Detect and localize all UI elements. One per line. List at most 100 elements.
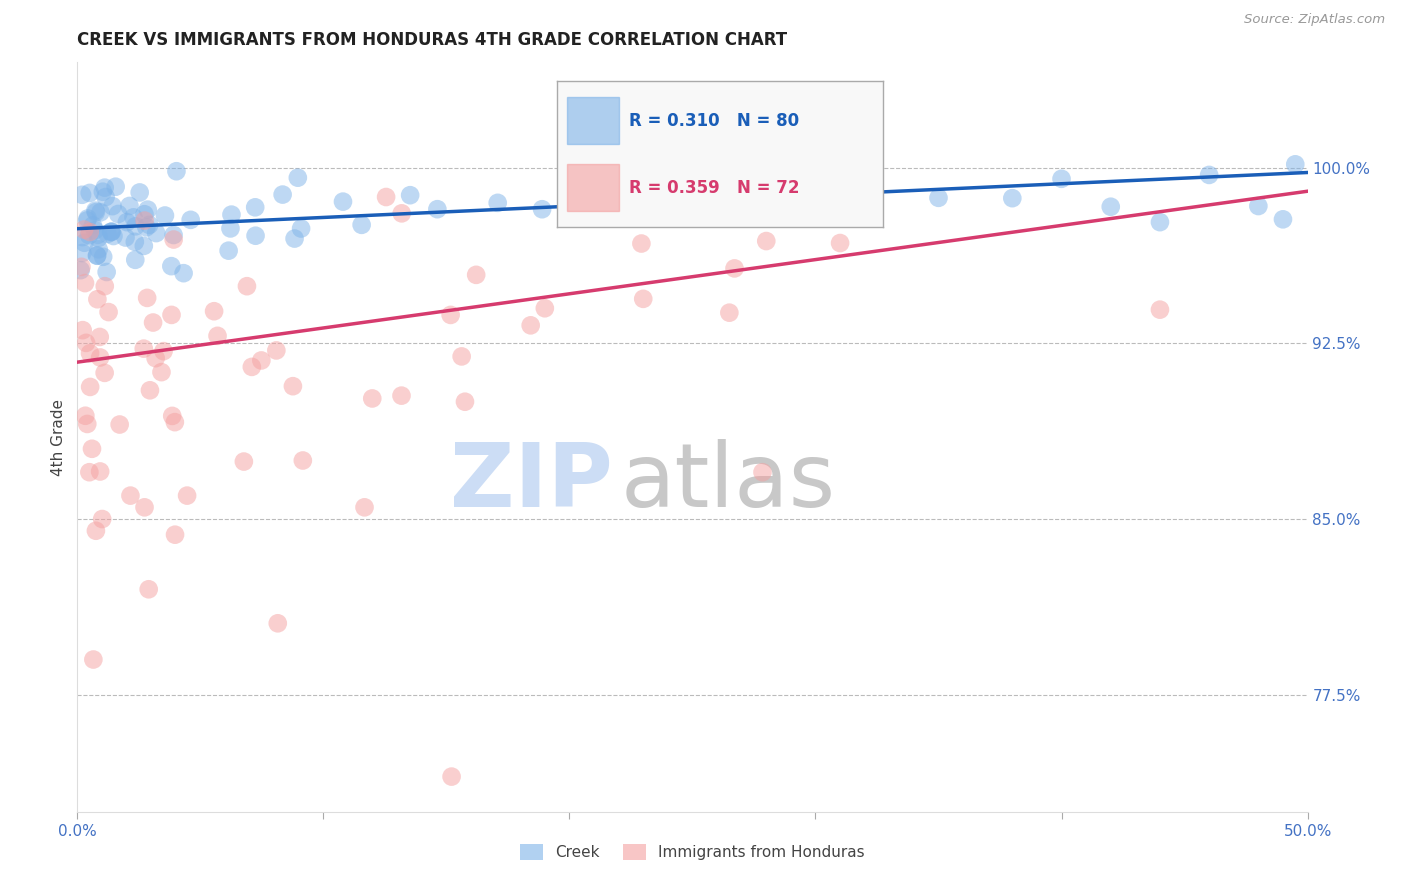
Point <box>101 225 124 239</box>
Point <box>103 229 125 244</box>
Point <box>76 213 98 227</box>
Point <box>290 221 312 235</box>
Point <box>353 500 375 515</box>
Point <box>661 186 683 200</box>
Point <box>830 235 852 250</box>
Point <box>271 187 294 202</box>
Point <box>350 218 373 232</box>
Point <box>104 179 127 194</box>
Point <box>136 202 159 217</box>
Legend: Creek, Immigrants from Honduras: Creek, Immigrants from Honduras <box>513 837 872 868</box>
Point <box>153 209 176 223</box>
Point <box>79 225 101 239</box>
Point <box>173 266 195 280</box>
Point <box>180 212 202 227</box>
Point <box>80 442 103 456</box>
Point <box>207 329 229 343</box>
Point <box>94 190 117 204</box>
Point <box>93 366 115 380</box>
Point <box>160 308 183 322</box>
Point <box>150 365 173 379</box>
Point <box>583 149 606 163</box>
Point <box>84 524 107 538</box>
Point <box>440 308 463 322</box>
Point <box>70 187 93 202</box>
Point <box>626 173 648 187</box>
Point <box>723 261 745 276</box>
Point <box>134 213 156 227</box>
Point <box>91 185 114 199</box>
Point <box>84 205 107 219</box>
Point <box>163 233 186 247</box>
Point <box>728 207 751 221</box>
Point <box>84 203 107 218</box>
Point <box>100 225 122 239</box>
Point <box>152 344 174 359</box>
Point <box>486 195 509 210</box>
Point <box>134 500 156 515</box>
Point <box>73 235 96 250</box>
Point <box>91 512 114 526</box>
Point <box>82 219 104 233</box>
Point <box>124 252 146 267</box>
Point <box>531 202 554 217</box>
Point <box>245 200 267 214</box>
Text: CREEK VS IMMIGRANTS FROM HONDURAS 4TH GRADE CORRELATION CHART: CREEK VS IMMIGRANTS FROM HONDURAS 4TH GR… <box>77 31 787 49</box>
Point <box>454 394 477 409</box>
Point <box>96 227 118 241</box>
Point <box>1099 200 1122 214</box>
Point <box>82 652 104 666</box>
Point <box>450 350 472 364</box>
Point <box>176 489 198 503</box>
Point <box>162 409 184 423</box>
Point <box>755 234 778 248</box>
Point <box>89 205 111 219</box>
Point <box>134 207 156 221</box>
Point <box>160 259 183 273</box>
Point <box>751 465 773 479</box>
Text: Source: ZipAtlas.com: Source: ZipAtlas.com <box>1244 13 1385 27</box>
Point <box>145 351 167 366</box>
Point <box>534 301 557 316</box>
Point <box>519 318 541 333</box>
Point <box>142 316 165 330</box>
Point <box>218 244 240 258</box>
Point <box>73 276 96 290</box>
Point <box>114 230 136 244</box>
Text: atlas: atlas <box>621 439 837 525</box>
Point <box>202 304 225 318</box>
Point <box>72 323 94 337</box>
Point <box>124 235 146 249</box>
Point <box>94 279 117 293</box>
Point <box>1149 215 1171 229</box>
Point <box>668 183 690 197</box>
Point <box>76 211 98 226</box>
Point <box>1284 157 1306 171</box>
Point <box>120 489 142 503</box>
Point <box>136 291 159 305</box>
Point <box>75 409 97 423</box>
Point <box>1001 191 1024 205</box>
Point <box>77 228 100 243</box>
Point <box>79 186 101 200</box>
Point <box>79 380 101 394</box>
Point <box>162 227 184 242</box>
Point <box>267 616 290 631</box>
Point <box>1272 212 1295 227</box>
Point <box>284 231 307 245</box>
Point <box>236 279 259 293</box>
Point <box>250 353 273 368</box>
Point <box>165 164 187 178</box>
Point <box>100 225 122 239</box>
Point <box>1247 199 1270 213</box>
Point <box>75 335 97 350</box>
Point <box>72 230 94 244</box>
Point <box>240 359 263 374</box>
Point <box>465 268 488 282</box>
Point <box>122 211 145 225</box>
Point <box>86 248 108 262</box>
Point <box>163 527 186 541</box>
Point <box>101 199 124 213</box>
Point <box>97 305 120 319</box>
Point <box>132 342 155 356</box>
